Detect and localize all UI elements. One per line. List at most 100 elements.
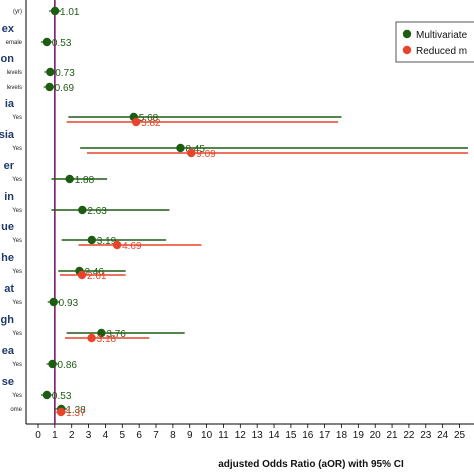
value-label-multivariate: 0.69 xyxy=(55,83,75,94)
legend-marker xyxy=(402,29,412,39)
value-label-reduced: 5.82 xyxy=(141,118,161,129)
variable-label: se xyxy=(2,376,14,388)
legend: Multivariate Reduced m xyxy=(395,21,474,63)
x-tick-label: 24 xyxy=(437,430,449,441)
level-label: (yr) xyxy=(13,9,22,15)
level-label: Yes xyxy=(12,362,22,368)
value-label-reduced: 3.18 xyxy=(97,334,117,345)
level-label: Yes xyxy=(12,331,22,337)
point-multivariate xyxy=(48,359,57,369)
x-tick-label: 20 xyxy=(370,430,382,441)
legend-label: Multivariate xyxy=(416,30,468,41)
point-multivariate xyxy=(45,82,54,92)
point-multivariate xyxy=(50,6,60,16)
level-label: Yes xyxy=(12,393,22,399)
x-tick-label: 3 xyxy=(86,430,92,441)
x-tick-label: 14 xyxy=(268,430,280,441)
point-reduced xyxy=(112,240,122,250)
x-tick-label: 19 xyxy=(353,430,365,441)
variable-label: on xyxy=(1,53,15,65)
level-label: emale xyxy=(6,40,23,46)
point-multivariate xyxy=(87,235,96,245)
level-label: levels xyxy=(7,70,22,76)
x-tick-label: 18 xyxy=(336,430,348,441)
x-tick-label: 1 xyxy=(52,430,58,441)
value-label-multivariate: 0.93 xyxy=(59,298,79,309)
point-multivariate xyxy=(78,205,87,215)
variable-label: er xyxy=(4,160,15,172)
value-label-multivariate: 5.68 xyxy=(139,113,159,124)
legend-label: Reduced m xyxy=(416,46,467,57)
variable-label: ex xyxy=(2,23,15,35)
value-label-multivariate: 3.19 xyxy=(97,236,117,247)
level-label: ome xyxy=(10,407,22,413)
level-label: levels xyxy=(7,85,22,91)
value-label-multivariate: 3.76 xyxy=(106,329,126,340)
level-label: Yes xyxy=(12,238,22,244)
value-label-reduced: 4.69 xyxy=(122,241,142,252)
x-tick-label: 6 xyxy=(136,430,142,441)
level-label: Yes xyxy=(12,208,22,214)
point-multivariate xyxy=(42,390,52,400)
level-label: Yes xyxy=(12,177,22,183)
point-reduced xyxy=(131,117,141,127)
x-tick-label: 25 xyxy=(454,430,466,441)
value-label-multivariate: 2.46 xyxy=(84,267,104,278)
point-multivariate xyxy=(65,174,74,184)
value-label-multivariate: 8.45 xyxy=(185,144,205,155)
point-reduced xyxy=(187,148,196,158)
value-label-multivariate: 0.86 xyxy=(57,360,77,371)
x-tick-label: 15 xyxy=(285,430,297,441)
point-reduced xyxy=(77,270,87,280)
point-multivariate xyxy=(42,37,52,47)
variable-label: ea xyxy=(2,345,15,357)
point-multivariate xyxy=(46,67,55,77)
variable-label: ue xyxy=(1,221,14,233)
level-label: Yes xyxy=(12,115,22,121)
variable-label: at xyxy=(4,283,14,295)
level-label: Yes xyxy=(12,269,22,275)
value-label-multivariate: 0.53 xyxy=(52,391,72,402)
x-tick-label: 2 xyxy=(69,430,75,441)
x-tick-label: 10 xyxy=(201,430,213,441)
variable-label: ia xyxy=(5,98,15,110)
value-label-reduced: 1.37 xyxy=(66,408,86,419)
value-label-reduced: 2.61 xyxy=(87,271,107,282)
x-tick-label: 17 xyxy=(319,430,331,441)
point-multivariate xyxy=(176,143,185,153)
x-tick-label: 9 xyxy=(187,430,193,441)
level-label: Yes xyxy=(12,300,22,306)
value-label-multivariate: 2.63 xyxy=(87,206,107,217)
variable-label: he xyxy=(1,252,14,264)
value-label-multivariate: 1.38 xyxy=(66,405,86,416)
x-tick-label: 8 xyxy=(170,430,176,441)
x-tick-label: 7 xyxy=(153,430,159,441)
x-axis-title: adjusted Odds Ratio (aOR) with 95% CI xyxy=(218,459,404,470)
point-multivariate xyxy=(49,297,58,307)
x-tick-label: 5 xyxy=(120,430,126,441)
x-tick-label: 21 xyxy=(386,430,398,441)
point-reduced xyxy=(56,407,66,417)
value-label-multivariate: 1.01 xyxy=(60,7,80,18)
level-label: Yes xyxy=(12,146,22,152)
value-label-multivariate: 1.88 xyxy=(75,175,95,186)
x-tick-label: 13 xyxy=(252,430,264,441)
legend-marker xyxy=(402,45,412,55)
x-tick-label: 4 xyxy=(103,430,109,441)
x-tick-label: 0 xyxy=(35,430,41,441)
x-tick-label: 23 xyxy=(420,430,432,441)
point-reduced xyxy=(87,333,96,343)
x-tick-label: 22 xyxy=(403,430,415,441)
x-tick-label: 12 xyxy=(235,430,247,441)
value-label-multivariate: 0.53 xyxy=(52,38,72,49)
point-multivariate xyxy=(97,328,106,338)
variable-label: in xyxy=(4,191,14,203)
value-label-multivariate: 0.73 xyxy=(55,68,75,79)
x-tick-label: 11 xyxy=(218,430,229,441)
variable-label: sia xyxy=(0,129,15,141)
variable-label: gh xyxy=(1,314,15,326)
legend-box xyxy=(395,21,474,63)
value-label-reduced: 9.09 xyxy=(196,149,216,160)
x-tick-label: 16 xyxy=(302,430,314,441)
